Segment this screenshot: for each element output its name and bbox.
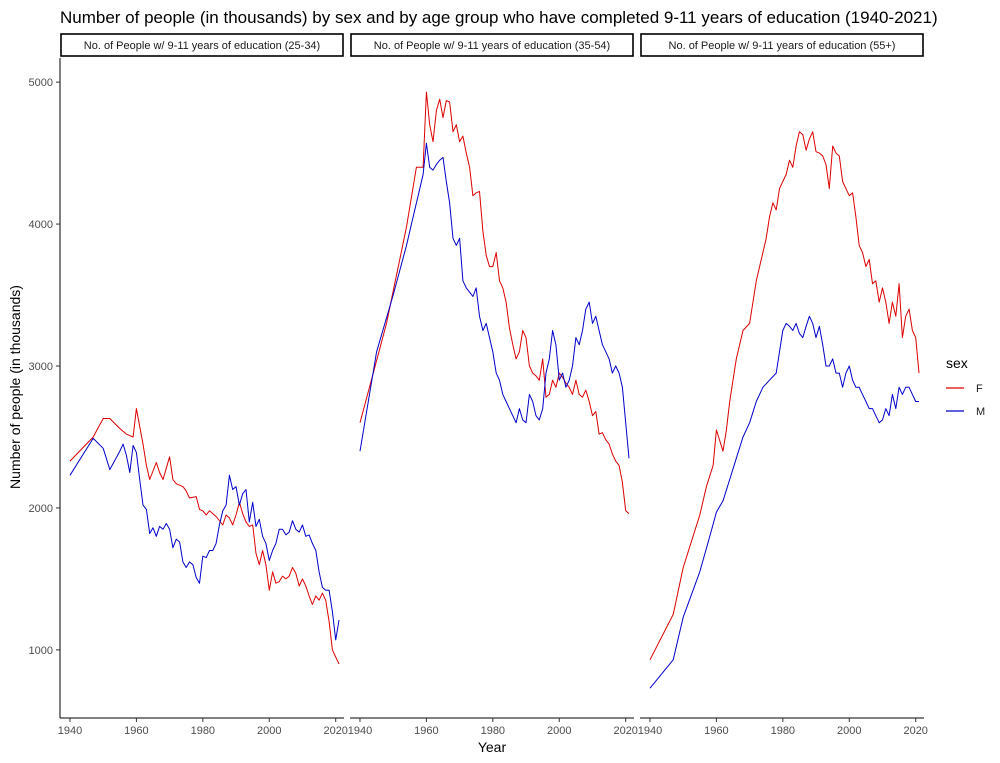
chart-title: Number of people (in thousands) by sex a… [60, 8, 938, 27]
x-tick-label: 1960 [124, 725, 148, 737]
y-tick-label: 5000 [29, 77, 53, 89]
series-line-F [649, 131, 920, 661]
x-tick-label: 1940 [58, 725, 82, 737]
legend: sex FM [946, 355, 985, 418]
facet-strip-label: No. of People w/ 9-11 years of education… [374, 40, 610, 52]
y-axis-title: Number of people (in thousands) [7, 285, 23, 489]
x-tick-label: 1940 [638, 725, 662, 737]
facet-strip-label: No. of People w/ 9-11 years of education… [669, 40, 896, 52]
x-tick-label: 1940 [348, 725, 372, 737]
x-tick-label: 1960 [704, 725, 728, 737]
series-line-M [359, 142, 630, 459]
x-tick-label: 1980 [771, 725, 795, 737]
facet-panels: No. of People w/ 9-11 years of education… [60, 33, 924, 689]
series-line-M [649, 315, 919, 689]
legend-label: F [976, 383, 983, 395]
x-axis: 1940 1960 1980 2000 2020 [638, 717, 928, 737]
series-line-M [69, 437, 340, 641]
x-axis: 1940 1960 1980 2000 2020 [58, 717, 348, 737]
series-line-F [69, 408, 340, 665]
x-tick-label: 2020 [903, 725, 927, 737]
x-tick-label: 1980 [191, 725, 215, 737]
x-tick-label: 1980 [481, 725, 505, 737]
x-tick-label: 2000 [837, 725, 861, 737]
facet-panel: No. of People w/ 9-11 years of education… [60, 33, 344, 665]
facet-strip [350, 33, 634, 57]
x-axis-title: Year [478, 739, 507, 755]
y-tick-label: 1000 [29, 645, 53, 657]
legend-title: sex [946, 355, 968, 371]
legend-label: M [976, 406, 985, 418]
x-tick-label: 2020 [323, 725, 347, 737]
x-tick-label: 2020 [613, 725, 637, 737]
x-tick-label: 2000 [257, 725, 281, 737]
x-tick-label: 2000 [547, 725, 571, 737]
series-line-F [359, 91, 630, 514]
x-axes: 1940 1960 1980 2000 2020 1940 1960 1980 2000 2020… [58, 717, 928, 737]
facet-panel: No. of People w/ 9-11 years of education… [350, 33, 634, 514]
facet-strip [60, 33, 344, 57]
facet-strip-label: No. of People w/ 9-11 years of education… [84, 40, 320, 52]
y-tick-label: 2000 [29, 503, 53, 515]
y-tick-label: 3000 [29, 361, 53, 373]
y-axis: 1000 2000 3000 4000 5000 [29, 58, 61, 718]
facet-panel: No. of People w/ 9-11 years of education… [640, 33, 924, 689]
y-tick-label: 4000 [29, 219, 53, 231]
facet-strip [640, 33, 924, 57]
x-tick-label: 1960 [414, 725, 438, 737]
x-axis: 1940 1960 1980 2000 2020 [348, 717, 638, 737]
legend-keys: FM [946, 383, 985, 418]
